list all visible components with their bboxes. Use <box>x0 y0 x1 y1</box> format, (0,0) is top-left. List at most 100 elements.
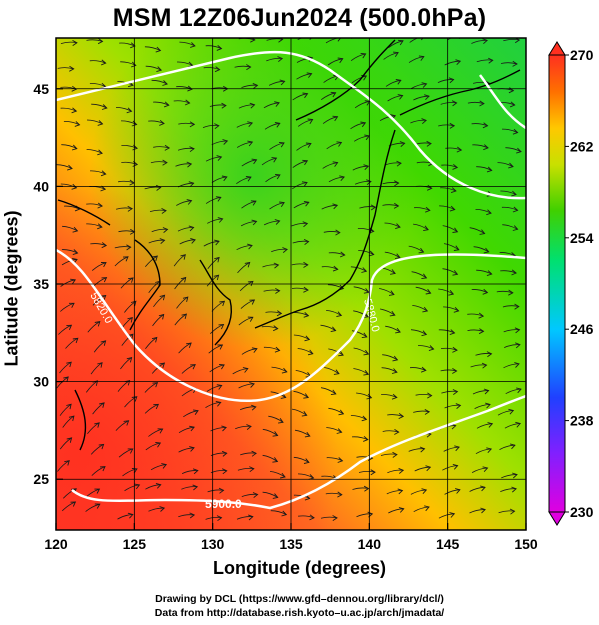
streamline-arrowhead <box>188 181 195 188</box>
streamline <box>298 515 315 519</box>
streamline-arrowhead <box>186 199 193 205</box>
streamline-arrowhead <box>221 425 227 432</box>
streamline <box>417 345 434 350</box>
streamline <box>86 223 103 228</box>
streamline-arrowhead <box>130 42 136 49</box>
streamline-arrowhead <box>301 411 308 417</box>
streamline-arrowhead <box>159 238 166 244</box>
streamline-arrowhead <box>219 364 225 370</box>
streamline-arrowhead <box>151 336 158 343</box>
streamline-arrowhead <box>274 346 281 353</box>
streamline-arrowhead <box>421 118 427 125</box>
streamline-arrowhead <box>395 327 401 334</box>
streamline <box>90 243 107 246</box>
streamline-arrowhead <box>453 306 460 313</box>
streamline <box>320 387 337 395</box>
streamline-arrowhead <box>127 205 133 212</box>
streamline <box>86 119 103 125</box>
streamline-arrowhead <box>394 253 401 260</box>
streamline-arrowhead <box>481 362 488 369</box>
streamline <box>262 454 278 462</box>
streamline-arrowhead <box>302 221 309 228</box>
streamline <box>499 252 516 257</box>
streamline <box>293 456 310 463</box>
x-tick-label: 135 <box>279 536 303 552</box>
streamline-arrowhead <box>247 316 254 322</box>
streamline-arrowhead <box>419 446 426 453</box>
streamline-arrowhead <box>303 200 310 207</box>
streamline-arrowhead <box>394 429 400 435</box>
streamline <box>61 249 78 254</box>
streamline-arrowhead <box>159 294 166 301</box>
streamline-arrowhead <box>305 142 312 148</box>
streamline-arrowhead <box>448 77 455 84</box>
streamline <box>328 407 344 415</box>
streamline <box>353 310 369 318</box>
streamline <box>442 268 458 275</box>
streamline-arrowhead <box>273 325 279 332</box>
x-tick-label: 145 <box>436 536 460 552</box>
streamline-arrowhead <box>274 101 280 107</box>
streamline <box>293 334 310 340</box>
streamline <box>351 330 368 338</box>
streamline-arrowhead <box>101 277 108 283</box>
streamline-arrowhead <box>307 118 314 124</box>
streamline <box>473 246 489 253</box>
streamline-arrowhead <box>214 123 220 130</box>
streamline-arrowhead <box>94 321 101 327</box>
streamline-arrowhead <box>390 269 396 275</box>
streamline-arrowhead <box>273 262 280 269</box>
streamline-arrowhead <box>511 486 517 493</box>
streamline-arrowhead <box>123 420 130 426</box>
streamline <box>265 311 282 314</box>
streamline-arrowhead <box>509 508 516 515</box>
streamline <box>323 231 340 233</box>
streamline <box>379 288 395 295</box>
streamline <box>61 144 77 149</box>
streamline-arrowhead <box>304 494 311 501</box>
streamline <box>119 42 136 47</box>
streamline-arrowhead <box>100 59 107 66</box>
streamline-arrowhead <box>450 187 457 194</box>
streamline-arrowhead <box>100 262 107 268</box>
contour-label-5900: 5900.0 <box>205 497 242 511</box>
streamline-arrowhead <box>215 400 222 407</box>
streamline-arrowhead <box>251 404 257 411</box>
streamline-arrowhead <box>337 491 343 498</box>
streamline-arrowhead <box>370 469 376 476</box>
streamline-arrowhead <box>424 94 430 101</box>
streamline <box>476 269 492 275</box>
streamline-arrowhead <box>337 457 344 463</box>
streamline-arrowhead <box>332 515 338 521</box>
streamline-arrowhead <box>302 92 309 99</box>
streamline-arrowhead <box>127 512 134 519</box>
streamline-arrowhead <box>339 175 345 181</box>
y-axis-ticks: 25 30 35 40 45 <box>33 81 63 487</box>
streamline-arrowhead <box>71 85 78 92</box>
streamline-arrowhead <box>187 85 193 92</box>
streamline-arrowhead <box>393 202 400 209</box>
streamline-arrowhead <box>307 349 314 356</box>
streamline-arrowhead <box>488 57 494 64</box>
streamline-arrowhead <box>486 447 493 454</box>
streamline <box>443 306 459 312</box>
streamline-arrowhead <box>452 368 458 374</box>
streamline-arrowhead <box>330 326 337 333</box>
streamline-arrowhead <box>155 482 162 489</box>
streamline-arrowhead <box>478 328 485 335</box>
streamline-arrowhead <box>483 144 489 151</box>
streamline-arrowhead <box>278 418 284 424</box>
streamline <box>62 225 78 232</box>
streamline-arrowhead <box>216 155 223 161</box>
streamline-arrowhead <box>393 180 400 187</box>
streamline-arrowhead <box>449 329 456 336</box>
streamline-arrowhead <box>516 387 522 394</box>
lat-lon-grid <box>56 38 526 530</box>
streamline-arrowhead <box>216 44 223 51</box>
streamline-arrowhead <box>452 227 459 233</box>
streamline-arrowhead <box>184 99 191 106</box>
streamline <box>410 329 427 335</box>
streamline-arrowhead <box>339 251 346 258</box>
streamline-arrowhead <box>74 121 81 127</box>
streamline-arrowhead <box>421 488 428 495</box>
